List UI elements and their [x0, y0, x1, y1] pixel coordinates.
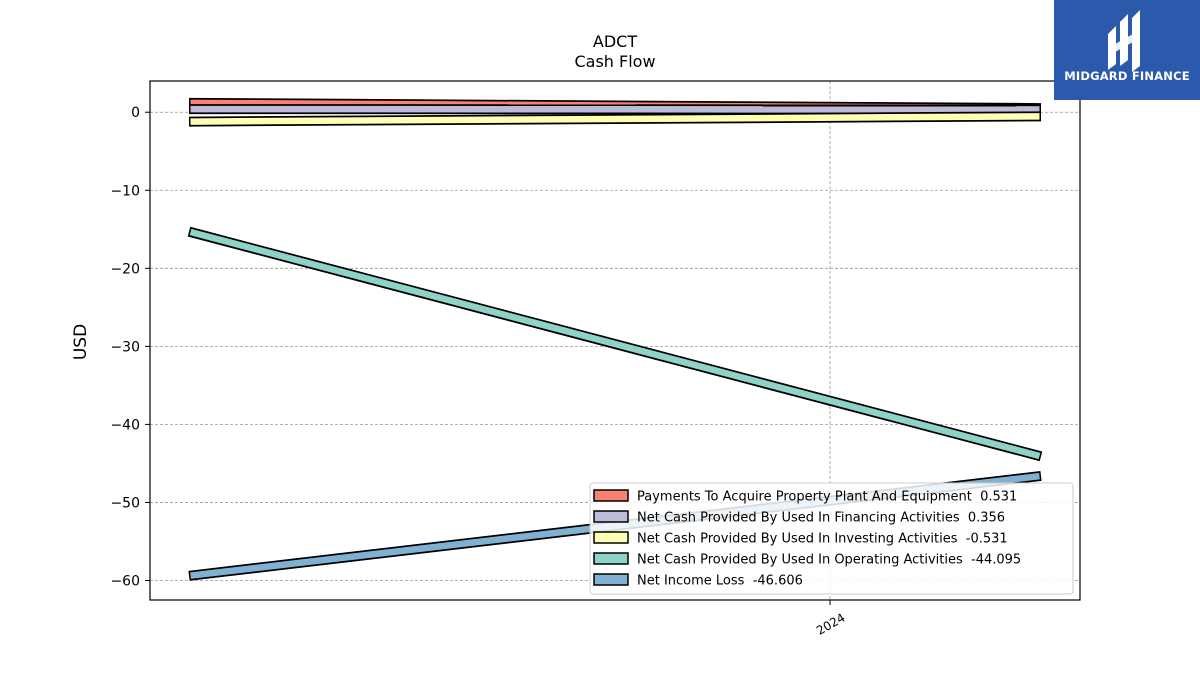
- legend-swatch: [593, 489, 629, 502]
- legend: Payments To Acquire Property Plant And E…: [589, 482, 1074, 595]
- x-axis: 2024: [814, 600, 848, 638]
- plot-area-frame: [149, 80, 1081, 601]
- legend-swatch: [593, 573, 629, 586]
- chart-subtitle: Cash Flow: [574, 52, 655, 71]
- y-tick-label: −30: [110, 339, 140, 355]
- series-line: [188, 111, 1042, 127]
- legend-entry-label: Net Cash Provided By Used In Operating A…: [637, 553, 1021, 568]
- legend-entry-label: Net Cash Provided By Used In Financing A…: [637, 511, 1005, 526]
- legend-swatch: [593, 552, 629, 565]
- chart-title: ADCT: [593, 32, 637, 51]
- legend-entry-label: Net Cash Provided By Used In Investing A…: [637, 532, 1008, 547]
- series-line-fill: [189, 228, 1041, 460]
- legend-box: [589, 482, 1074, 595]
- x-tick-label: 2024: [814, 610, 847, 637]
- y-tick-label: −10: [110, 183, 140, 199]
- y-tick-label: −40: [110, 417, 140, 433]
- series-line-fill: [190, 113, 1040, 125]
- legend-entry-label: Net Income Loss -46.606: [637, 574, 803, 589]
- legend-swatch: [593, 531, 629, 544]
- y-axis-label: USD: [71, 324, 91, 360]
- y-tick-label: −20: [110, 261, 140, 277]
- series-line: [187, 226, 1043, 462]
- y-tick-label: 0: [131, 105, 140, 121]
- legend-swatch: [593, 510, 629, 523]
- y-tick-label: −60: [110, 573, 140, 589]
- logo-text: MIDGARD FINANCE: [1064, 69, 1190, 83]
- y-tick-label: −50: [110, 495, 140, 511]
- y-axis: 0 −10 −20 −30 −40 −50 −60: [110, 105, 150, 589]
- logo-mark-icon: [1108, 10, 1140, 72]
- legend-entry-label: Payments To Acquire Property Plant And E…: [637, 490, 1017, 505]
- midgard-finance-logo: MIDGARD FINANCE: [1054, 0, 1200, 100]
